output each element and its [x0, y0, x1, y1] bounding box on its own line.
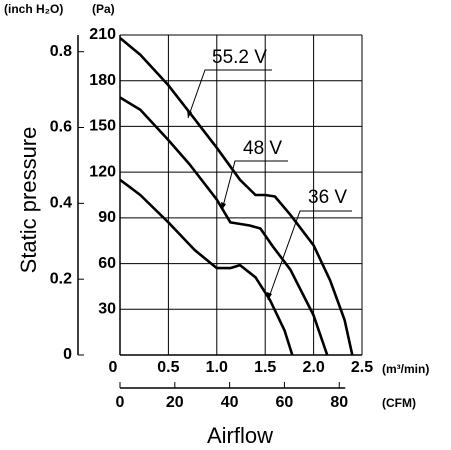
y2-unit: (inch H₂O): [4, 2, 63, 16]
y2-tick-label: 0: [63, 346, 72, 363]
x2-tick-label: 60: [276, 394, 294, 411]
y-tick-label: 210: [89, 26, 116, 43]
x2-tick-label: 80: [330, 394, 348, 411]
curve: [119, 96, 329, 356]
y-tick-label: 30: [98, 301, 116, 318]
series-label: 55.2 V: [212, 47, 267, 68]
x2-tick-label: 40: [221, 394, 239, 411]
leader-line: [267, 210, 352, 301]
y2-tick-label: 0.2: [50, 270, 72, 287]
x-tick-label: 1.5: [254, 359, 276, 376]
y-label: Static pressure: [16, 127, 41, 274]
x-tick-label: 2.5: [351, 359, 373, 376]
series-label: 36 V: [308, 187, 347, 208]
x2-tick-label: 0: [116, 394, 125, 411]
y2-tick-label: 0.8: [50, 43, 72, 60]
x-tick-label: 0: [109, 359, 118, 376]
series-label: 48 V: [243, 138, 282, 159]
y-unit: (Pa): [92, 2, 115, 16]
x2-tick-label: 20: [166, 394, 184, 411]
y-tick-label: 120: [89, 163, 116, 180]
y-tick-label: 180: [89, 72, 116, 89]
x-unit: (m³/min): [382, 362, 429, 376]
y-tick-label: 90: [98, 209, 116, 226]
y-tick-label: 60: [98, 255, 116, 272]
leader-line: [221, 160, 288, 211]
curve: [119, 36, 354, 356]
x-label: Airflow: [207, 423, 273, 448]
x-tick-label: 0.5: [157, 359, 179, 376]
y2-tick-label: 0.4: [50, 195, 72, 212]
y-tick-label: 150: [89, 118, 116, 135]
x-tick-label: 1.0: [206, 359, 228, 376]
leader-arrow: [221, 202, 226, 210]
x2-unit: (CFM): [382, 396, 416, 410]
x-tick-label: 2.0: [302, 359, 324, 376]
curve: [119, 178, 294, 356]
leader-arrow: [267, 292, 272, 300]
leader-line: [187, 69, 272, 119]
y2-tick-label: 0.6: [50, 119, 72, 136]
leader-arrow: [187, 110, 192, 118]
